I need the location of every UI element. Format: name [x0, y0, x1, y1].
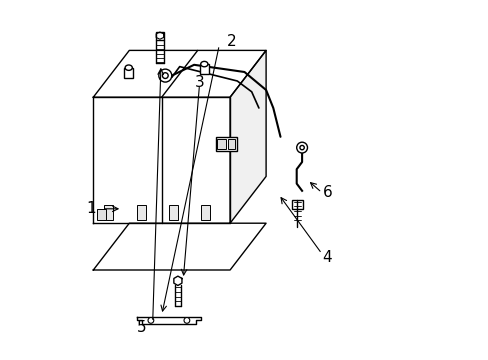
Bar — [155, 32, 164, 40]
Text: 6: 6 — [322, 185, 331, 200]
Ellipse shape — [200, 62, 207, 67]
Bar — [227, 139, 235, 149]
Circle shape — [148, 318, 153, 323]
Polygon shape — [230, 50, 265, 223]
Text: 5: 5 — [137, 320, 146, 335]
Polygon shape — [93, 50, 265, 97]
Polygon shape — [174, 276, 182, 285]
Bar — [104, 205, 113, 220]
Ellipse shape — [125, 65, 132, 71]
Circle shape — [183, 318, 189, 323]
Text: 2: 2 — [226, 34, 236, 49]
Bar — [217, 139, 226, 149]
Bar — [215, 137, 237, 151]
Text: 1: 1 — [86, 201, 96, 216]
Circle shape — [299, 145, 304, 150]
Circle shape — [159, 69, 171, 82]
Circle shape — [162, 73, 168, 78]
Bar — [168, 205, 178, 220]
Polygon shape — [93, 223, 265, 270]
Text: 3: 3 — [194, 75, 204, 90]
Circle shape — [296, 142, 307, 153]
Bar — [200, 64, 208, 74]
Polygon shape — [93, 97, 230, 223]
Bar — [291, 200, 302, 209]
Text: 4: 4 — [322, 250, 331, 265]
Bar — [201, 205, 210, 220]
Polygon shape — [136, 317, 201, 324]
Bar — [136, 205, 145, 220]
Bar — [97, 209, 106, 220]
Bar — [124, 68, 133, 78]
